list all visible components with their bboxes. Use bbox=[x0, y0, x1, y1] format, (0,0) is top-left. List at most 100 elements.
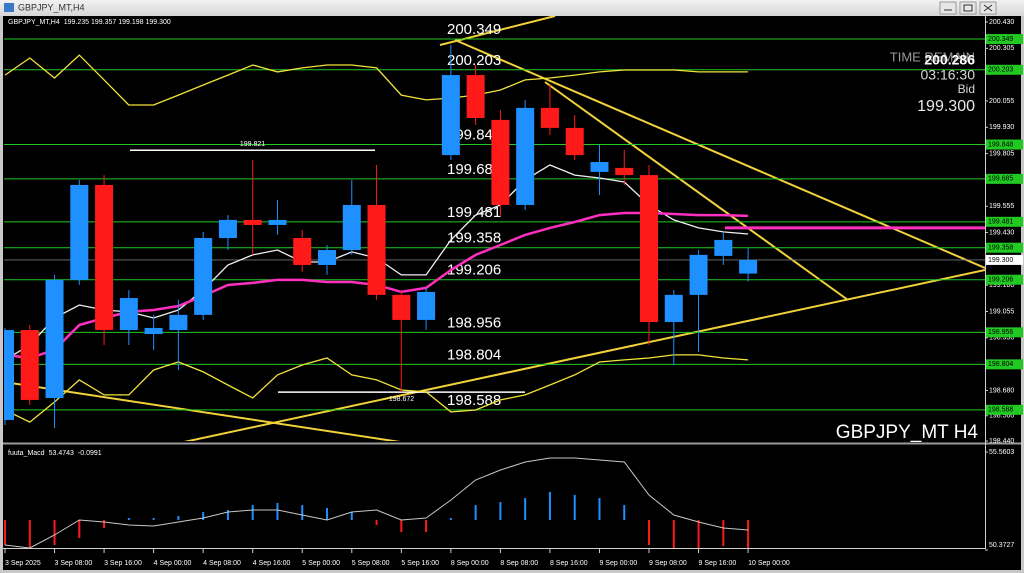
x-tick-label: 9 Sep 16:00 bbox=[699, 560, 737, 567]
annotation-label: 199.821 bbox=[240, 141, 265, 148]
main-plot: 200.349 200.203 199.848 199.685 199.481 199.3… bbox=[4, 21, 985, 428]
candle-body bbox=[615, 167, 634, 176]
candle-body bbox=[70, 184, 89, 280]
level-label: 199.206 bbox=[447, 262, 501, 279]
x-tick-label: 8 Sep 16:00 bbox=[550, 560, 588, 567]
trend-line bbox=[439, 16, 556, 46]
x-tick-label: 4 Sep 08:00 bbox=[203, 560, 241, 567]
histogram-bar bbox=[648, 520, 651, 546]
level-tag bbox=[986, 242, 1023, 253]
candle-body bbox=[714, 239, 733, 256]
candle-body bbox=[491, 119, 510, 205]
candle-body bbox=[218, 219, 237, 239]
candle-body bbox=[417, 291, 436, 320]
level-tag-label: 199.358 bbox=[988, 245, 1013, 252]
x-tick-label: 3 Sep 2025 bbox=[5, 560, 41, 567]
window-controls[interactable] bbox=[939, 1, 997, 15]
trend-line bbox=[183, 269, 985, 441]
histogram-bar bbox=[78, 520, 81, 539]
candle-body bbox=[565, 127, 584, 156]
histogram-bar bbox=[301, 505, 304, 521]
y-tick-label: 200.430 bbox=[989, 19, 1014, 26]
level-tag-label: 199.685 bbox=[988, 176, 1013, 183]
candle-body bbox=[268, 219, 287, 225]
level-label: 200.203 bbox=[447, 52, 501, 69]
candle-body bbox=[367, 204, 386, 295]
x-tick-label: 9 Sep 00:00 bbox=[599, 560, 637, 567]
level-tag-label: 198.588 bbox=[988, 407, 1013, 414]
candle-body bbox=[640, 175, 659, 323]
histogram-bar bbox=[425, 520, 428, 533]
histogram-bar bbox=[251, 505, 254, 521]
bid-label: Bid bbox=[958, 82, 975, 96]
bid-value: 199.300 bbox=[917, 98, 975, 115]
indicator-value: 53.4743 bbox=[49, 450, 74, 457]
candle-body bbox=[342, 204, 361, 251]
histogram-bar bbox=[697, 520, 700, 548]
level-tag bbox=[986, 139, 1023, 150]
overlay: 200.430 200.305 200.055 199.930 199.805 199.5… bbox=[4, 19, 1023, 567]
y-tick-label: 198.680 bbox=[989, 387, 1014, 394]
level-tag bbox=[986, 274, 1023, 285]
y-tick-label: 199.805 bbox=[989, 150, 1014, 157]
histogram-bar bbox=[103, 520, 106, 529]
candle-body bbox=[293, 238, 312, 265]
window-title: GBPJPY_MT,H4 bbox=[18, 2, 85, 12]
candle-body bbox=[664, 294, 683, 323]
histogram-bar bbox=[350, 512, 353, 521]
trend-lines bbox=[4, 16, 985, 441]
candle-body bbox=[169, 314, 188, 331]
histogram-bar bbox=[177, 516, 180, 521]
y-tick-label: 200.305 bbox=[989, 45, 1014, 52]
histogram-bar bbox=[326, 508, 329, 521]
bid-tag-label: 199.300 bbox=[988, 257, 1013, 264]
y-tick-label: 50.3727 bbox=[989, 542, 1014, 549]
indicator-line bbox=[4, 354, 749, 423]
candle-body bbox=[45, 279, 64, 399]
candle-body bbox=[689, 254, 708, 295]
histogram-bar bbox=[226, 510, 229, 521]
candle-body bbox=[540, 107, 559, 128]
x-tick-label: 8 Sep 00:00 bbox=[451, 560, 489, 567]
candle-body bbox=[119, 298, 138, 331]
bid-tag bbox=[986, 254, 1023, 265]
candle-body bbox=[392, 294, 411, 320]
candle-body bbox=[95, 184, 114, 331]
macd-line bbox=[4, 457, 749, 548]
level-label: 199.358 bbox=[447, 230, 501, 247]
histogram-bar bbox=[449, 518, 452, 521]
x-tick-label: 10 Sep 00:00 bbox=[748, 560, 790, 567]
level-label: 199.685 bbox=[447, 161, 501, 178]
trend-line bbox=[4, 381, 401, 441]
y-tick-label: 198.930 bbox=[989, 335, 1014, 342]
y-tick-label: 200.055 bbox=[989, 98, 1014, 105]
macd-header: fuuta_Macd 53.4743 -0.0991 bbox=[8, 450, 102, 457]
histogram-bar bbox=[375, 520, 378, 526]
x-tick-label: 5 Sep 16:00 bbox=[401, 560, 439, 567]
x-tick-label: 4 Sep 00:00 bbox=[154, 560, 192, 567]
y-tick-label: 199.430 bbox=[989, 229, 1014, 236]
x-tick-label: 4 Sep 16:00 bbox=[253, 560, 291, 567]
minimize-button[interactable] bbox=[939, 1, 957, 15]
level-label: 200.349 bbox=[447, 21, 501, 38]
histogram-value: -0.0991 bbox=[78, 450, 102, 457]
candle-body bbox=[243, 219, 262, 225]
histogram-bar bbox=[598, 498, 601, 521]
histogram-bar bbox=[400, 520, 403, 533]
histogram-bar bbox=[474, 505, 477, 521]
indicator-name: fuuta_Macd bbox=[8, 450, 45, 457]
macd-plot bbox=[4, 457, 750, 548]
title-bar bbox=[0, 0, 1024, 16]
y-tick-label: 199.555 bbox=[989, 203, 1014, 210]
chart-background bbox=[3, 16, 1021, 570]
maximize-button[interactable] bbox=[959, 1, 977, 15]
trend-line bbox=[544, 81, 849, 301]
level-tag bbox=[986, 404, 1023, 415]
level-tag bbox=[986, 327, 1023, 338]
histogram-bar bbox=[4, 520, 6, 546]
level-tag-label: 199.206 bbox=[988, 277, 1013, 284]
candle-body bbox=[194, 238, 213, 315]
maximize-icon bbox=[963, 4, 973, 12]
time-remain-label: TIME REMAIN bbox=[890, 49, 975, 64]
